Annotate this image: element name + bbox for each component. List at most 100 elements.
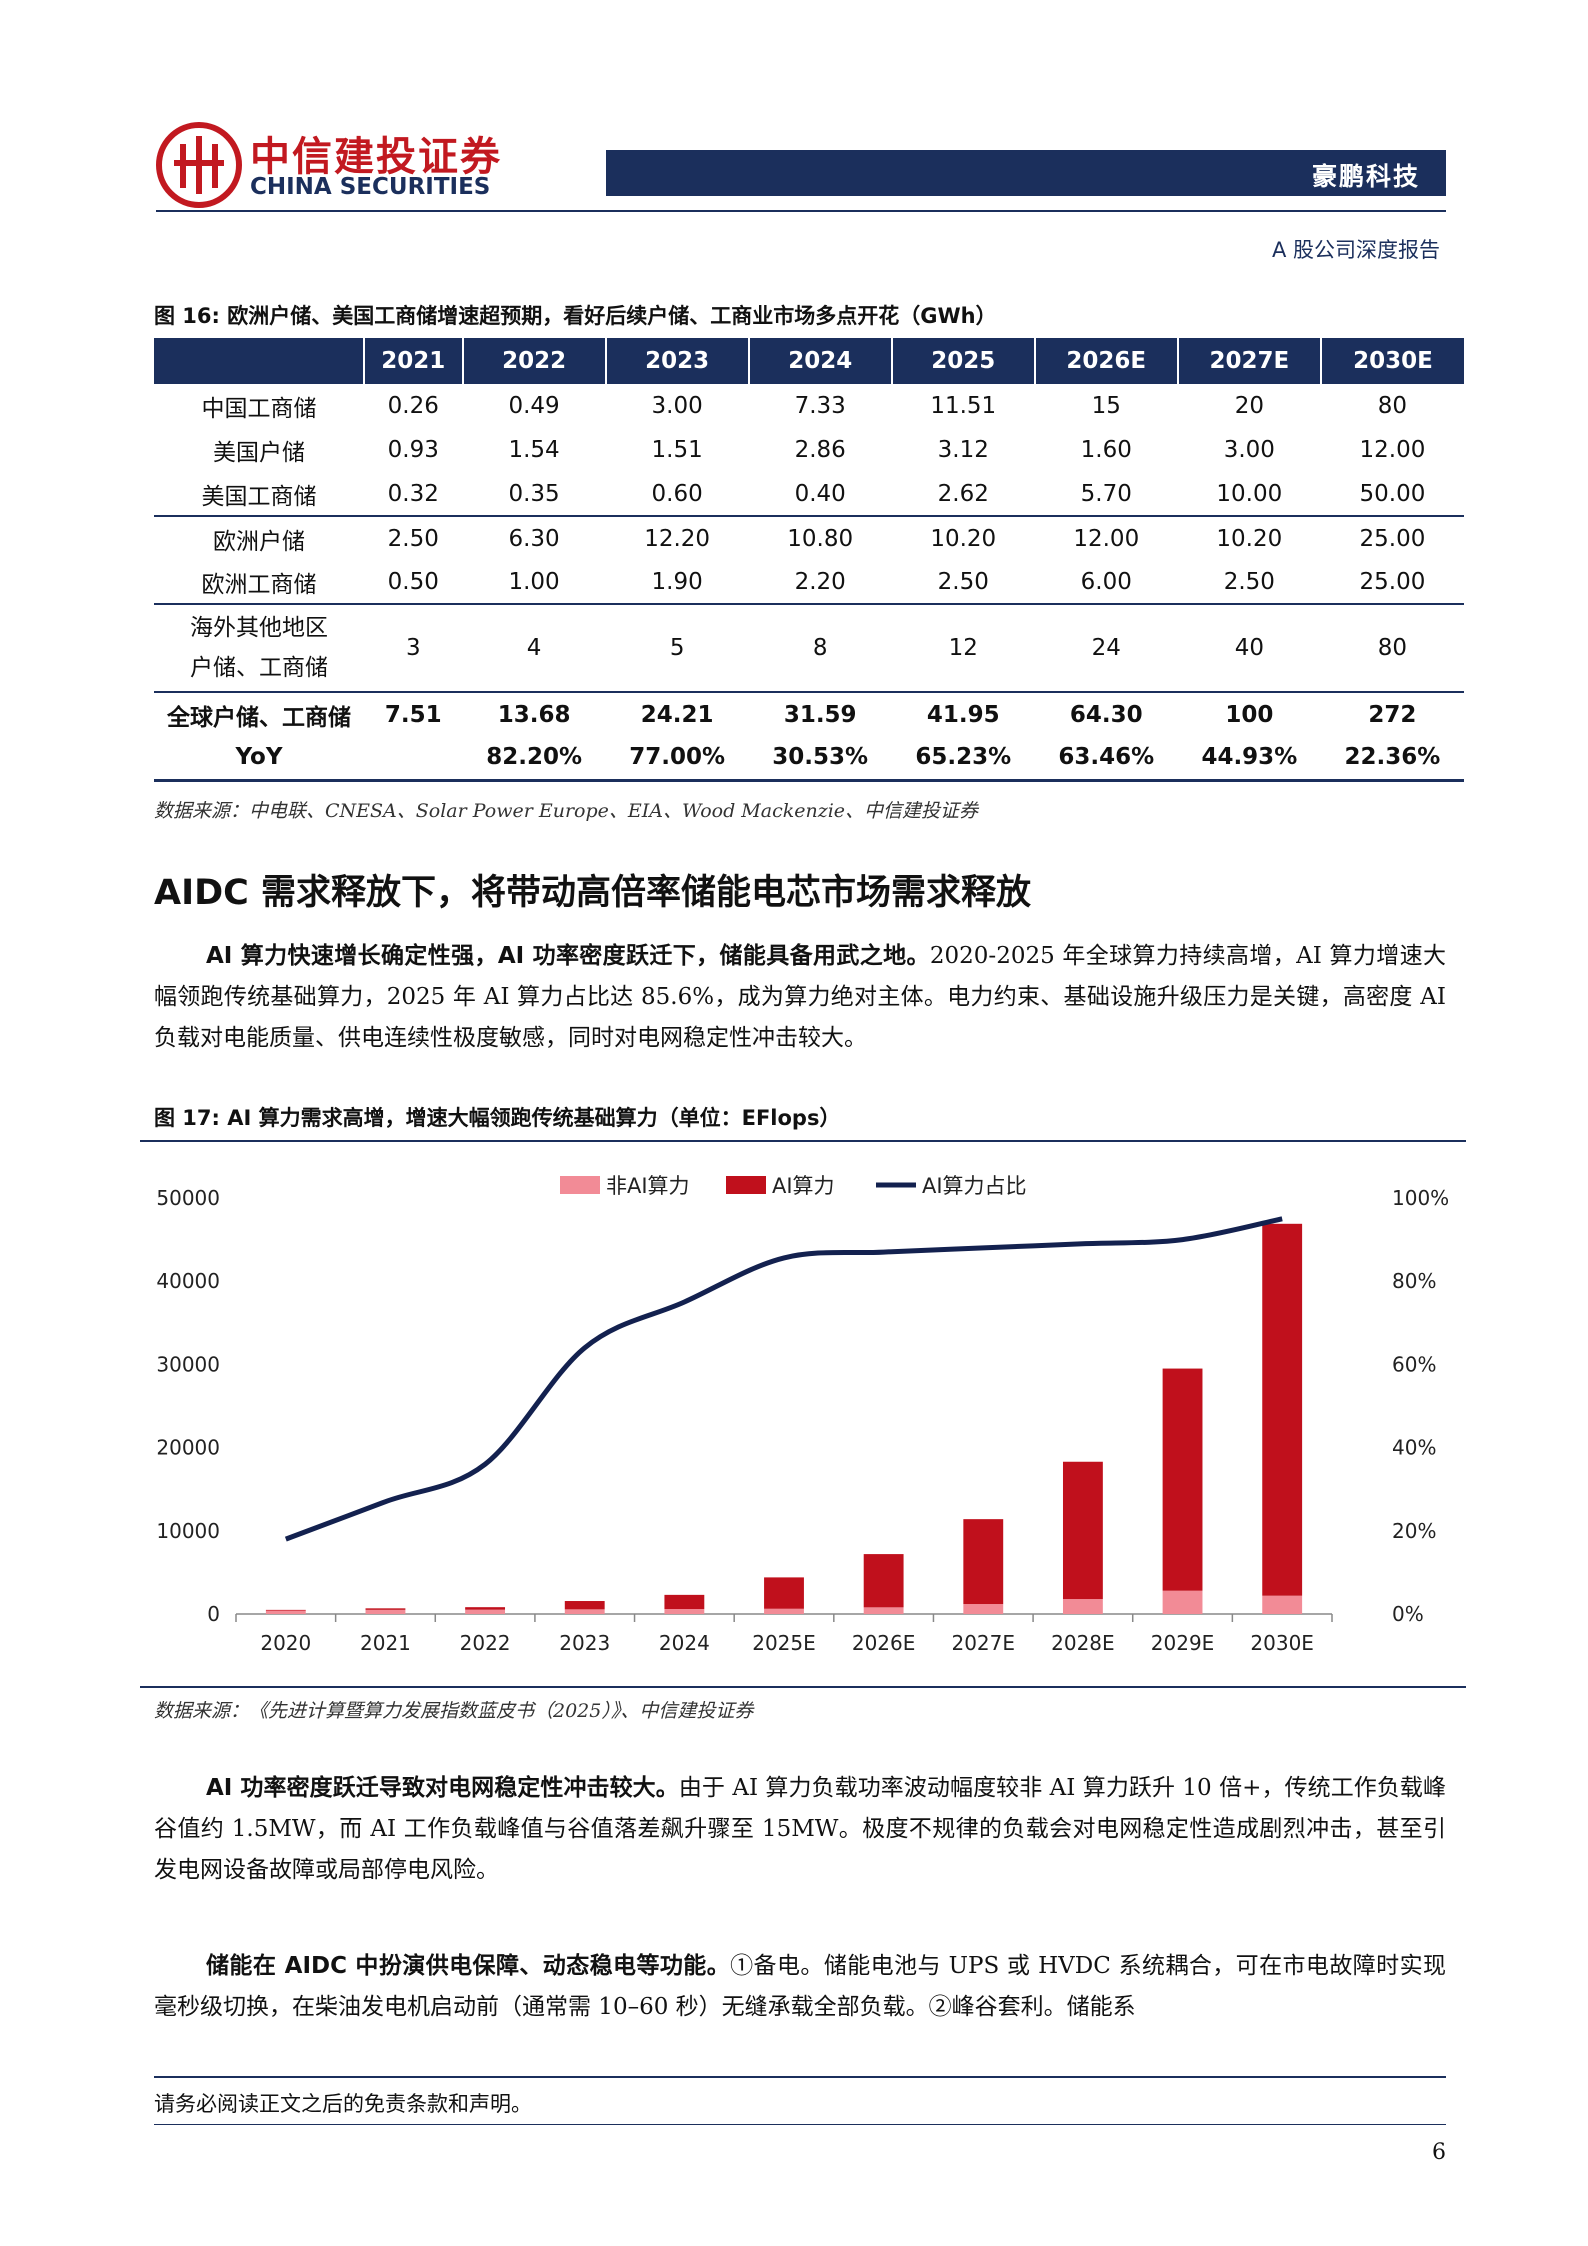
row-label: 海外其他地区 户储、工商储 — [154, 603, 364, 692]
header-bar: 豪鹏科技 — [606, 150, 1446, 196]
bar-ai — [1062, 1461, 1103, 1600]
table-cell: 63.46% — [1034, 736, 1178, 782]
row-label: 全球户储、工商储 — [154, 691, 364, 736]
bar-non-ai — [1262, 1595, 1303, 1614]
bar-non-ai — [963, 1604, 1004, 1614]
row-label-line: 海外其他地区 — [190, 615, 328, 641]
table-cell: 12.20 — [605, 515, 749, 560]
table-row: 美国户储 0.93 1.54 1.51 2.86 3.12 1.60 3.00 … — [154, 428, 1464, 472]
table-row: 中国工商储 0.26 0.49 3.00 7.33 11.51 15 20 80 — [154, 384, 1464, 428]
table-row: YoY 82.20% 77.00% 30.53% 65.23% 63.46% 4… — [154, 736, 1464, 782]
x-tick-label: 2027E — [951, 1631, 1015, 1655]
table-cell: 7.33 — [794, 393, 846, 419]
y-left-tick-label: 50000 — [156, 1186, 220, 1210]
page-number: 6 — [1432, 2140, 1446, 2165]
logo-english-name: CHINA SECURITIES — [250, 174, 491, 200]
row-label-line: 户储、工商储 — [190, 655, 328, 681]
table-cell: 1.90 — [651, 568, 703, 595]
figure17-chart: 非AI算力 AI算力 AI算力占比 2020 2021 2022 2023 2024 2025… — [156, 1174, 1449, 1655]
table-cell: 272 — [1320, 691, 1464, 736]
section-heading: AIDC 需求释放下，将带动高倍率储能电芯市场需求释放 — [154, 873, 1032, 913]
table-cell: 0.60 — [651, 480, 703, 507]
table-cell: 2.50 — [937, 568, 989, 595]
ai-share-line — [284, 1216, 1283, 1542]
table-header-cell: 2022 — [461, 338, 606, 384]
y-right-tick-label: 40% — [1392, 1436, 1436, 1460]
table-cell: 0.35 — [508, 480, 560, 507]
paragraph-1: AI 算力快速增长确定性强，AI 功率密度跃迁下，储能具备用武之地。2020-2… — [154, 936, 1446, 1059]
bar-non-ai — [564, 1609, 605, 1614]
x-tick-label: 2024 — [659, 1631, 710, 1655]
table-header-cell: 2023 — [604, 338, 749, 384]
china-securities-logo-icon — [156, 122, 242, 208]
table-cell: 10.00 — [1216, 480, 1283, 507]
table-cell: 40 — [1177, 603, 1321, 692]
table-cell: 24 — [1034, 603, 1178, 692]
table-cell: 2.50 — [364, 515, 463, 560]
table-cell: 10.20 — [891, 515, 1035, 560]
table-cell: 82.20% — [462, 736, 606, 782]
table-cell: 8 — [748, 603, 892, 692]
paragraph-text: 2020-2025 年全球算力持续高增，AI 算力增速大幅领跑传统基础算力，20… — [154, 943, 1446, 1051]
paragraph-text: ①备电。储能电池与 UPS 或 HVDC 系统耦合，可在市电故障时实现毫秒级切换… — [154, 1953, 1447, 2020]
figure17-source: 数据来源：《先进计算暨算力发展指数蓝皮书（2025）》、中信建投证券 — [154, 1700, 754, 1722]
bar-non-ai — [365, 1609, 406, 1614]
bar-non-ai — [764, 1608, 804, 1614]
table-cell: 25.00 — [1359, 568, 1426, 595]
paragraph-lead: AI 算力快速增长确定性强，AI 功率密度跃迁下，储能具备用武之地。 — [206, 943, 930, 969]
table-cell: 30.53% — [748, 736, 892, 782]
row-label: 中国工商储 — [201, 396, 317, 422]
table-cell: 64.30 — [1034, 691, 1178, 736]
table-cell: 3.00 — [651, 393, 703, 419]
x-tick-label: 2020 — [260, 1631, 311, 1655]
row-label: YoY — [154, 736, 364, 782]
logo-chinese-name: 中信建投证券 — [250, 134, 502, 180]
table-header-cell — [154, 338, 364, 384]
y-left-tick-label: 30000 — [156, 1352, 220, 1376]
paragraph-3: 储能在 AIDC 中扮演供电保障、动态稳电等功能。①备电。储能电池与 UPS 或… — [154, 1946, 1446, 2028]
figure17-title: 图 17: AI 算力需求高增，增速大幅领跑传统基础算力（单位：EFlops） — [154, 1106, 841, 1130]
y-right-tick-label: 80% — [1392, 1269, 1436, 1293]
paragraph-2: AI 功率密度跃迁导致对电网稳定性冲击较大。由于 AI 算力负载功率波动幅度较非… — [154, 1768, 1446, 1891]
table-cell: 0.93 — [387, 437, 439, 463]
table-row: 欧洲户储 2.50 6.30 12.20 10.80 10.20 12.00 1… — [154, 515, 1464, 560]
figure17-top-rule — [140, 1140, 1466, 1142]
x-tick-label: 2029E — [1151, 1631, 1215, 1655]
y-right-tick-label: 20% — [1392, 1519, 1436, 1543]
table-header-cell: 2024 — [747, 338, 892, 384]
table-cell: 41.95 — [891, 691, 1035, 736]
table-row: 欧洲工商储 0.50 1.00 1.90 2.20 2.50 6.00 2.50… — [154, 560, 1464, 604]
table-cell: 100 — [1177, 691, 1321, 736]
legend-label: AI算力 — [772, 1174, 835, 1198]
table-cell: 5 — [605, 603, 749, 692]
table-cell: 1.51 — [651, 437, 703, 463]
x-tick-label: 2026E — [852, 1631, 916, 1655]
table-cell: 1.00 — [508, 568, 560, 595]
table-cell: 5.70 — [1080, 480, 1132, 507]
x-tick-label: 2025E — [752, 1631, 816, 1655]
table-cell: 31.59 — [748, 691, 892, 736]
table-cell: 13.68 — [462, 691, 606, 736]
table-cell: 15 — [1091, 393, 1121, 419]
table-cell: 12.00 — [1359, 437, 1426, 463]
footer-divider-thin — [154, 2124, 1446, 2125]
row-label: 欧洲户储 — [154, 515, 364, 560]
row-label: 美国户储 — [213, 440, 305, 466]
table-cell: 11.51 — [930, 393, 997, 419]
x-tick-label: 2023 — [559, 1631, 610, 1655]
table-cell: 0.40 — [794, 480, 846, 507]
x-tick-label: 2028E — [1051, 1631, 1115, 1655]
table-cell: 0.50 — [387, 568, 439, 595]
paragraph-text: 由于 AI 算力负载功率波动幅度较非 AI 算力跃升 10 倍+，传统工作负载峰… — [154, 1775, 1446, 1883]
table-cell: 2.86 — [794, 437, 846, 463]
bar-non-ai — [1062, 1599, 1103, 1614]
row-label: 欧洲工商储 — [201, 571, 317, 598]
bar-ai — [1162, 1368, 1203, 1591]
y-right-tick-label: 60% — [1392, 1352, 1436, 1376]
table-header-cell: 2030E — [1319, 338, 1464, 384]
table-cell: 20 — [1234, 393, 1264, 419]
table-row: 全球户储、工商储 7.51 13.68 24.21 31.59 41.95 64… — [154, 691, 1464, 736]
table-cell: 2.62 — [937, 480, 989, 507]
y-left-tick-label: 20000 — [156, 1436, 220, 1460]
table-cell: 0.26 — [387, 393, 439, 419]
